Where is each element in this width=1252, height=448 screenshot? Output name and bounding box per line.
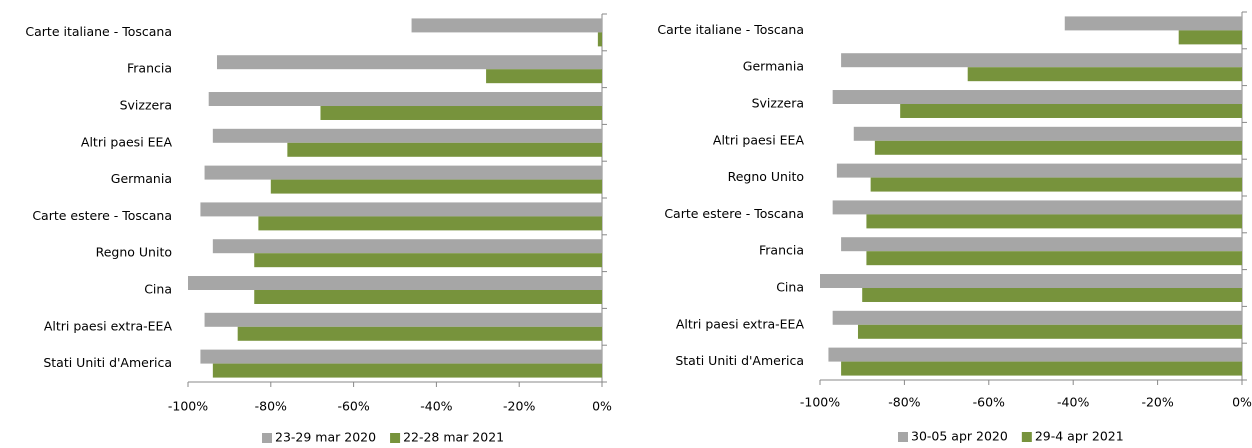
- bar: [832, 90, 1242, 104]
- category-label: Regno Unito: [728, 169, 804, 184]
- bar: [841, 361, 1242, 376]
- legend-label: 23-29 mar 2020: [275, 430, 376, 445]
- bar: [411, 18, 602, 33]
- legend-swatch: [262, 433, 272, 443]
- category-label: Altri paesi extra-EEA: [44, 318, 173, 333]
- legend-label: 30-05 apr 2020: [911, 429, 1008, 444]
- bar: [836, 163, 1242, 178]
- bar: [857, 324, 1242, 339]
- bar: [967, 67, 1242, 82]
- bar: [820, 274, 1242, 288]
- category-label: Carte estere - Toscana: [32, 208, 172, 223]
- category-label: Altri paesi EEA: [81, 134, 173, 149]
- category-label: Svizzera: [752, 96, 804, 111]
- x-tick-label: -100%: [800, 395, 840, 410]
- category-label: Cina: [776, 280, 804, 295]
- bar: [853, 126, 1242, 141]
- bar: [212, 363, 602, 378]
- bar: [862, 288, 1242, 302]
- bar: [254, 253, 603, 268]
- bar: [841, 237, 1242, 252]
- bar: [212, 239, 602, 254]
- bar: [200, 202, 603, 217]
- bar: [870, 177, 1242, 192]
- bar: [900, 104, 1242, 118]
- category-label: Svizzera: [120, 98, 172, 113]
- bar: [841, 53, 1242, 68]
- category-label: Germania: [743, 59, 804, 74]
- x-tick-label: 0%: [1232, 395, 1252, 410]
- x-tick-label: -60%: [337, 399, 369, 414]
- x-tick-label: 0%: [592, 399, 612, 414]
- category-label: Francia: [127, 61, 172, 76]
- bar: [320, 106, 602, 120]
- category-label: Carte estere - Toscana: [664, 206, 804, 221]
- bar: [200, 349, 603, 364]
- x-tick-label: -20%: [503, 399, 535, 414]
- bar: [1178, 30, 1242, 45]
- bar: [597, 32, 602, 47]
- category-label: Francia: [759, 243, 804, 258]
- bar: [254, 290, 603, 304]
- x-tick-label: -100%: [168, 399, 208, 414]
- category-label: Carte italiane - Toscana: [25, 24, 172, 39]
- bar: [874, 140, 1242, 155]
- bar: [828, 347, 1242, 362]
- category-label: Carte italiane - Toscana: [657, 22, 804, 37]
- bar: [204, 312, 602, 327]
- bar: [216, 55, 603, 70]
- bar: [212, 128, 602, 143]
- legend-label: 29-4 apr 2021: [1035, 429, 1124, 444]
- legend-label: 22-28 mar 2021: [403, 430, 504, 445]
- x-tick-label: -40%: [1057, 395, 1089, 410]
- bar: [866, 214, 1242, 229]
- x-tick-label: -40%: [420, 399, 452, 414]
- bar: [287, 142, 602, 157]
- bar: [866, 251, 1242, 266]
- category-label: Altri paesi EEA: [713, 132, 805, 147]
- category-label: Altri paesi extra-EEA: [676, 316, 805, 331]
- category-label: Germania: [111, 171, 172, 186]
- bar: [258, 216, 602, 231]
- bar: [832, 200, 1242, 215]
- legend-swatch: [390, 433, 401, 443]
- bar: [486, 69, 602, 84]
- legend-swatch: [1021, 432, 1032, 442]
- category-label: Stati Uniti d'America: [43, 355, 172, 370]
- bar: [1064, 16, 1242, 31]
- category-label: Regno Unito: [96, 245, 172, 260]
- legend-swatch: [898, 432, 908, 442]
- bar: [832, 310, 1242, 325]
- bar: [204, 165, 602, 180]
- x-tick-label: -80%: [888, 395, 920, 410]
- bar: [208, 92, 602, 106]
- category-label: Cina: [144, 282, 172, 297]
- x-tick-label: -60%: [973, 395, 1005, 410]
- x-tick-label: -80%: [255, 399, 287, 414]
- category-label: Stati Uniti d'America: [675, 353, 804, 368]
- bar: [188, 276, 602, 290]
- bar: [270, 179, 602, 194]
- bar: [237, 326, 602, 341]
- x-tick-label: -20%: [1141, 395, 1173, 410]
